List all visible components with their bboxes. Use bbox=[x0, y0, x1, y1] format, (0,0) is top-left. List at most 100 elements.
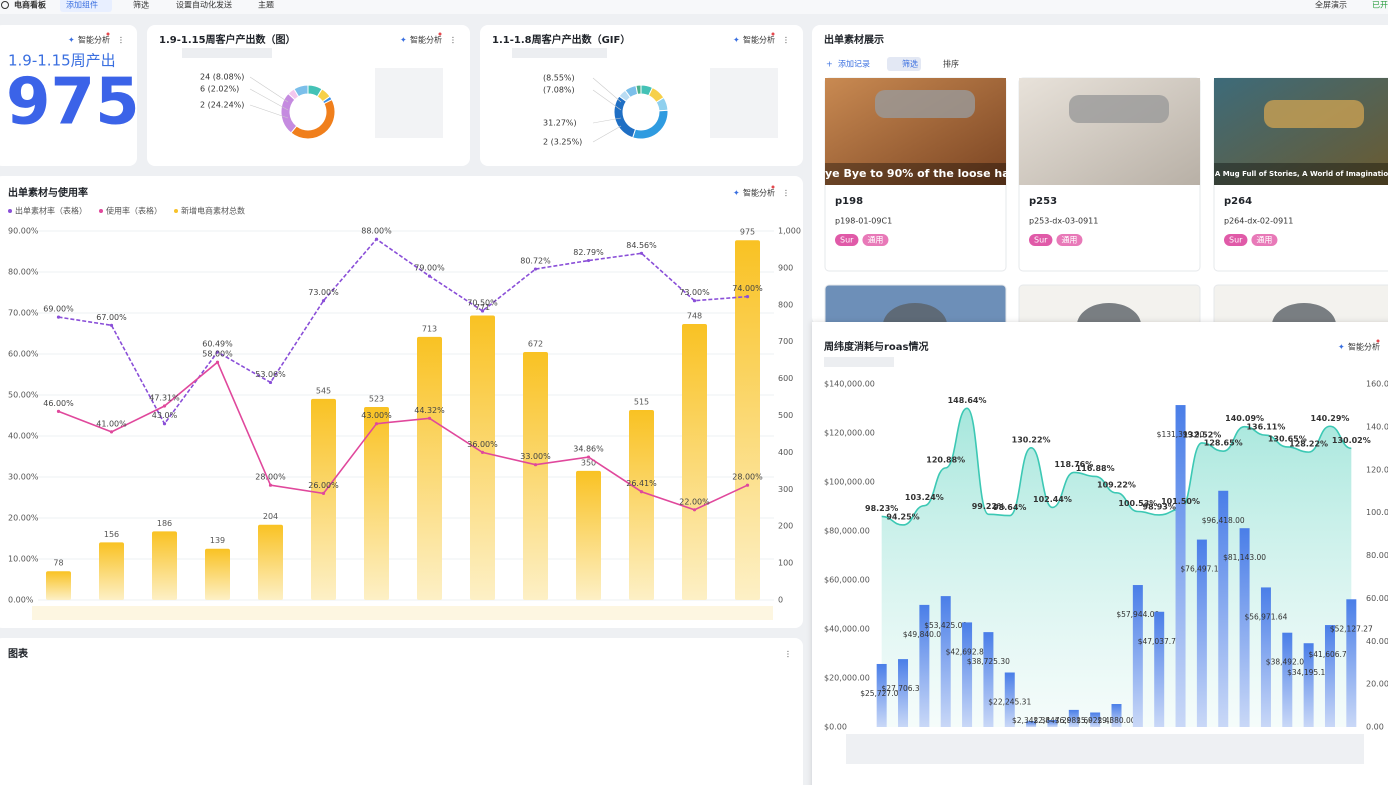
area-label: 116.88% bbox=[1076, 464, 1115, 473]
more-button[interactable]: ⋮ bbox=[784, 650, 792, 659]
area-label: 98.93% bbox=[1143, 502, 1176, 511]
line-label: 84.56% bbox=[626, 241, 657, 250]
area-label: 100.53% bbox=[1118, 499, 1157, 508]
toolbar-action[interactable]: 全屏演示 bbox=[1315, 0, 1347, 10]
area-fill bbox=[881, 408, 1352, 727]
record-caption: A Mug Full of Stories, A World of Imagin… bbox=[1215, 170, 1388, 178]
area-label: 140.09% bbox=[1225, 414, 1264, 423]
gallery-action[interactable]: 筛选 bbox=[902, 59, 918, 69]
line-label: 79.00% bbox=[414, 264, 445, 273]
tag: Sur bbox=[1034, 236, 1048, 245]
bar-label: 748 bbox=[687, 311, 702, 320]
line-label: 26.00% bbox=[308, 481, 339, 490]
gallery-action[interactable]: 排序 bbox=[943, 59, 959, 69]
line-label: 73.00% bbox=[308, 288, 339, 297]
bar-label: $38,492.00 bbox=[1266, 658, 1309, 667]
y2-tick-label: 300 bbox=[778, 485, 793, 494]
bar-label: $27,706.38 bbox=[882, 684, 925, 693]
toolbar-action[interactable]: 添加组件 bbox=[66, 0, 98, 10]
bar-label: $34,195.18 bbox=[1287, 668, 1330, 677]
bar-label: $6,982.64 bbox=[1055, 716, 1093, 725]
line-label: 34.86% bbox=[573, 445, 604, 454]
line-series bbox=[58, 360, 748, 511]
ai-icon: ✦ bbox=[1338, 343, 1345, 352]
donut-label: 31.27%) bbox=[543, 119, 577, 128]
y-tick-label: 70.00% bbox=[8, 309, 39, 318]
bar-label: 523 bbox=[369, 395, 384, 404]
legend-label: 出单素材率（表格） bbox=[15, 206, 87, 216]
line-label: 82.79% bbox=[573, 248, 604, 257]
card-title: 出单素材展示 bbox=[824, 33, 884, 46]
toolbar-action[interactable]: 筛选 bbox=[133, 0, 149, 10]
line-label: 41.00% bbox=[96, 419, 127, 428]
bar bbox=[470, 315, 495, 600]
kpi-title: 1.9-1.15周产出 bbox=[8, 52, 116, 70]
line-label: 36.00% bbox=[467, 440, 498, 449]
ai-button[interactable]: 智能分析 bbox=[743, 188, 775, 198]
tag-bg bbox=[862, 234, 889, 246]
record-image-object bbox=[1069, 95, 1169, 123]
toolbar-action[interactable]: 主题 bbox=[258, 0, 274, 10]
line-point bbox=[639, 490, 644, 494]
line-point bbox=[745, 483, 750, 487]
blurred-legend bbox=[375, 68, 443, 138]
bar-label: 771 bbox=[475, 303, 490, 312]
area-label: 109.22% bbox=[1097, 480, 1136, 489]
y-tick-label: 20.00% bbox=[8, 514, 39, 523]
bar-label: $22,245.31 bbox=[988, 697, 1031, 706]
bar bbox=[1260, 587, 1271, 727]
bar bbox=[735, 240, 760, 600]
y2-tick-label: 600 bbox=[778, 374, 793, 383]
line-label: 53.06% bbox=[255, 370, 286, 379]
record-caption: Bye Bye to 90% of the loose hai bbox=[817, 167, 1014, 180]
bar-label: $53,425.00 bbox=[924, 621, 967, 630]
filter-active-bg bbox=[887, 57, 921, 71]
bar bbox=[962, 622, 973, 727]
area-label: 102.44% bbox=[1033, 495, 1072, 504]
kpi-value: 975 bbox=[6, 66, 140, 140]
record-image bbox=[1019, 78, 1200, 185]
line-label: 26.41% bbox=[626, 479, 657, 488]
line-label: 60.49% bbox=[202, 339, 233, 348]
ai-button[interactable]: 智能分析 bbox=[410, 35, 442, 45]
bar bbox=[1196, 539, 1207, 727]
bar bbox=[1324, 625, 1335, 727]
blurred-legend bbox=[710, 68, 778, 138]
bar-label: 78 bbox=[53, 559, 63, 568]
y-tick-label: 90.00% bbox=[8, 227, 39, 236]
toolbar-action[interactable]: 设置自动化发送 bbox=[176, 0, 232, 10]
gallery-action[interactable]: 添加记录 bbox=[838, 59, 870, 69]
area-label: 128.65% bbox=[1204, 439, 1243, 448]
leader-line bbox=[249, 88, 289, 111]
line-label: 43.00% bbox=[361, 411, 392, 420]
toolbar-icon bbox=[1, 1, 9, 9]
bar bbox=[1239, 528, 1250, 727]
bar bbox=[46, 571, 71, 600]
bar bbox=[898, 659, 909, 727]
area-label: 103.24% bbox=[905, 493, 944, 502]
line-label: 67.00% bbox=[96, 313, 127, 322]
tag: Sur bbox=[840, 236, 854, 245]
bar-label: $42,692.88 bbox=[946, 647, 989, 656]
ai-button[interactable]: 智能分析 bbox=[1348, 342, 1380, 352]
y2-tick-label: 500 bbox=[778, 411, 793, 420]
legend-label: 使用率（表格） bbox=[106, 206, 162, 216]
ai-dot bbox=[438, 32, 442, 36]
line-point bbox=[374, 422, 379, 426]
y-tick-label: $100,000.00 bbox=[824, 478, 875, 487]
leader-line bbox=[249, 104, 289, 119]
bar-label: $47,037.72 bbox=[1138, 637, 1181, 646]
bar bbox=[364, 407, 389, 600]
bar-label: 672 bbox=[528, 340, 543, 349]
bar-label: 186 bbox=[157, 519, 172, 528]
ai-icon: ✦ bbox=[400, 36, 407, 45]
toolbar-action[interactable]: 已开 bbox=[1372, 1, 1388, 10]
ai-button[interactable]: 智能分析 bbox=[78, 35, 110, 45]
donut-label: 24 (8.08%) bbox=[200, 73, 244, 82]
line-point bbox=[321, 491, 326, 495]
line-label: 80.72% bbox=[520, 257, 551, 266]
y2-tick-label: 1,000 bbox=[778, 227, 801, 236]
leader-line bbox=[249, 76, 289, 103]
ai-button[interactable]: 智能分析 bbox=[743, 35, 775, 45]
